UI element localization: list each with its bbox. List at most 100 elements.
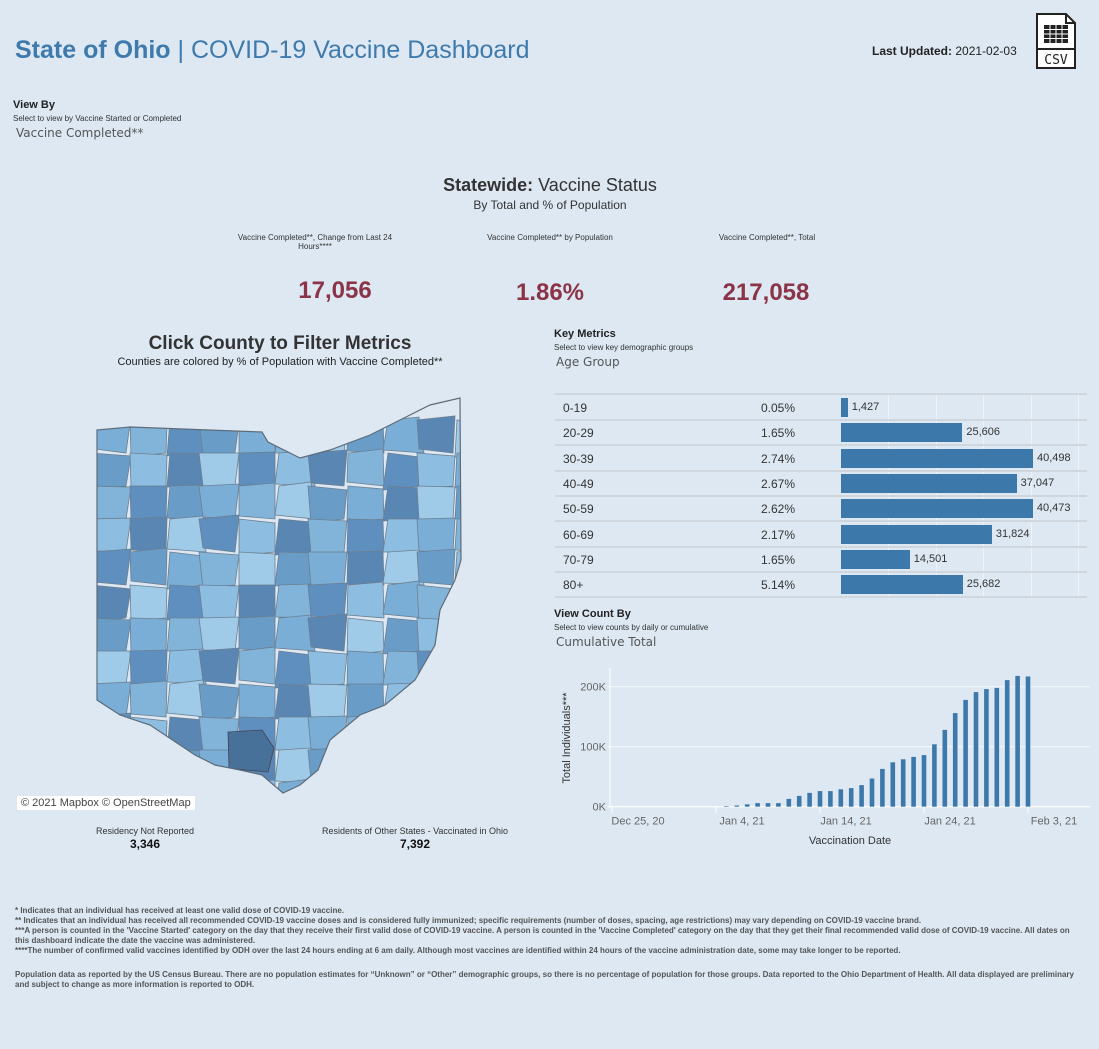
county[interactable] bbox=[238, 551, 276, 588]
cumulative-bar[interactable] bbox=[838, 789, 844, 807]
county[interactable] bbox=[90, 517, 132, 553]
county[interactable] bbox=[238, 451, 276, 487]
age-group-bar[interactable] bbox=[841, 499, 1033, 519]
cumulative-bar[interactable] bbox=[880, 768, 885, 807]
age-group-row[interactable]: 50-59 2.62% 40,473 bbox=[555, 496, 1087, 523]
county[interactable] bbox=[307, 613, 348, 652]
cumulative-bar[interactable] bbox=[952, 713, 958, 807]
county[interactable] bbox=[346, 550, 385, 586]
county[interactable] bbox=[307, 551, 348, 586]
cumulative-bar[interactable] bbox=[869, 778, 875, 807]
county[interactable] bbox=[166, 515, 207, 553]
county[interactable] bbox=[90, 452, 132, 490]
cumulative-bar[interactable] bbox=[921, 755, 927, 807]
county[interactable] bbox=[238, 646, 276, 685]
county[interactable] bbox=[382, 749, 425, 788]
county[interactable] bbox=[129, 485, 168, 520]
county[interactable] bbox=[129, 680, 168, 718]
cumulative-bar[interactable] bbox=[911, 756, 916, 807]
county[interactable] bbox=[90, 749, 132, 787]
county[interactable] bbox=[346, 782, 385, 810]
county[interactable] bbox=[454, 680, 493, 718]
county[interactable] bbox=[307, 418, 348, 454]
county[interactable] bbox=[454, 419, 493, 458]
county[interactable] bbox=[346, 714, 385, 751]
cumulative-bar[interactable] bbox=[744, 804, 750, 807]
age-group-row[interactable]: 20-29 1.65% 25,606 bbox=[555, 420, 1087, 447]
county[interactable] bbox=[307, 650, 348, 688]
county[interactable] bbox=[454, 617, 493, 653]
county[interactable] bbox=[90, 415, 132, 454]
cumulative-bar[interactable] bbox=[817, 791, 823, 807]
county[interactable] bbox=[454, 516, 493, 553]
county[interactable] bbox=[307, 485, 348, 524]
cumulative-bar[interactable] bbox=[994, 687, 1000, 807]
cumulative-bar[interactable] bbox=[776, 803, 781, 807]
county[interactable] bbox=[90, 584, 132, 623]
county[interactable] bbox=[198, 419, 240, 456]
county[interactable] bbox=[307, 449, 348, 487]
county[interactable] bbox=[454, 749, 493, 786]
county[interactable] bbox=[416, 681, 456, 718]
age-group-bar[interactable] bbox=[841, 448, 1033, 468]
county[interactable] bbox=[238, 779, 276, 810]
county[interactable] bbox=[382, 713, 425, 751]
county[interactable] bbox=[274, 614, 316, 652]
county[interactable] bbox=[166, 419, 207, 457]
county[interactable] bbox=[416, 485, 456, 521]
age-group-bar[interactable] bbox=[841, 398, 848, 417]
county[interactable] bbox=[90, 681, 132, 718]
county[interactable] bbox=[454, 485, 493, 520]
county[interactable] bbox=[90, 548, 132, 586]
county[interactable] bbox=[129, 716, 168, 755]
cumulative-bar[interactable] bbox=[963, 699, 968, 807]
county[interactable] bbox=[90, 712, 132, 751]
county[interactable] bbox=[90, 485, 132, 521]
county[interactable] bbox=[129, 516, 168, 553]
county[interactable] bbox=[346, 448, 385, 487]
county[interactable] bbox=[416, 749, 456, 787]
county[interactable] bbox=[454, 716, 493, 755]
cumulative-bar[interactable] bbox=[796, 795, 802, 807]
age-group-row[interactable]: 80+ 5.14% 25,682 bbox=[555, 572, 1087, 599]
cumulative-bar[interactable] bbox=[1015, 675, 1020, 807]
county[interactable] bbox=[454, 649, 493, 685]
cumulative-bar[interactable] bbox=[900, 759, 906, 807]
county[interactable] bbox=[307, 518, 348, 555]
cumulative-bar[interactable] bbox=[984, 689, 989, 807]
county[interactable] bbox=[346, 417, 385, 454]
county[interactable] bbox=[129, 584, 168, 622]
county[interactable] bbox=[454, 782, 493, 810]
cumulative-bar[interactable] bbox=[1004, 680, 1010, 807]
county[interactable] bbox=[90, 650, 132, 685]
county[interactable] bbox=[416, 712, 456, 751]
county[interactable] bbox=[307, 782, 348, 810]
county[interactable] bbox=[416, 782, 456, 810]
cumulative-bar[interactable] bbox=[932, 744, 937, 807]
county[interactable] bbox=[238, 419, 276, 455]
age-group-row[interactable]: 70-79 1.65% 14,501 bbox=[555, 547, 1087, 573]
county[interactable] bbox=[274, 778, 316, 810]
cumulative-bar[interactable] bbox=[942, 729, 948, 807]
age-group-row[interactable]: 30-39 2.74% 40,498 bbox=[555, 446, 1087, 472]
county[interactable] bbox=[129, 452, 168, 489]
county[interactable] bbox=[198, 780, 240, 810]
county[interactable] bbox=[416, 548, 456, 586]
county[interactable] bbox=[416, 452, 456, 490]
county[interactable] bbox=[307, 582, 348, 619]
age-group-row[interactable]: 0-19 0.05% 1,427 bbox=[555, 395, 1087, 421]
county[interactable] bbox=[454, 584, 493, 622]
county[interactable] bbox=[416, 415, 456, 454]
csv-download-button[interactable]: CSV bbox=[1036, 13, 1076, 69]
county[interactable] bbox=[238, 482, 276, 520]
county[interactable] bbox=[129, 419, 168, 458]
county[interactable] bbox=[198, 452, 240, 487]
county[interactable] bbox=[346, 650, 385, 687]
key-metrics-select[interactable]: Age Group bbox=[556, 355, 620, 369]
county[interactable] bbox=[307, 746, 348, 784]
cumulative-bar[interactable] bbox=[859, 785, 864, 807]
cumulative-bar[interactable] bbox=[848, 788, 854, 807]
county[interactable] bbox=[346, 518, 385, 554]
county[interactable] bbox=[346, 485, 385, 523]
county[interactable] bbox=[346, 581, 385, 619]
